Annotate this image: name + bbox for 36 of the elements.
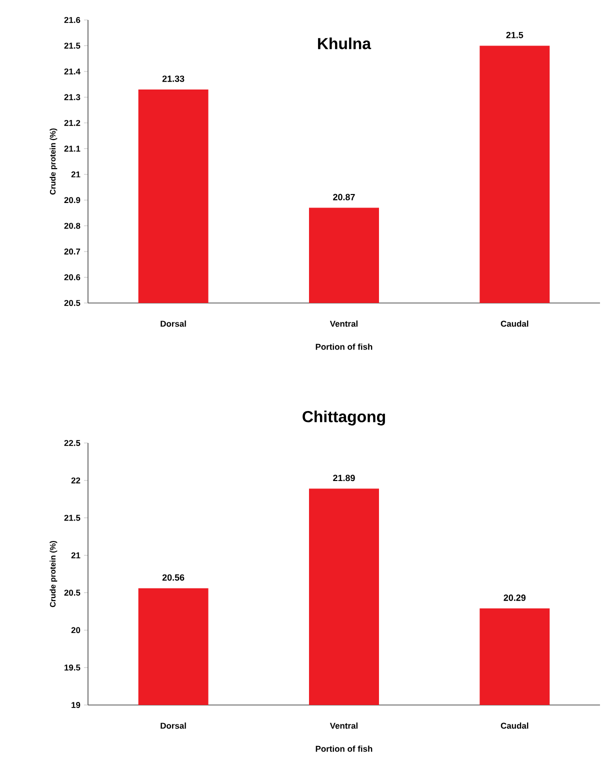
y-tick-label: 22	[71, 477, 80, 484]
data-label: 20.87	[333, 194, 355, 200]
data-label: 21.89	[333, 474, 355, 482]
y-tick-label: 22.5	[64, 440, 80, 446]
data-label: 21.5	[506, 32, 524, 38]
x-tick-label: Caudal	[500, 320, 528, 327]
y-tick-label: 21.3	[64, 94, 80, 100]
x-tick-label: Caudal	[500, 722, 528, 729]
y-tick-label: 21.6	[64, 17, 80, 23]
y-tick-label: 21.4	[64, 68, 80, 74]
x-tick-label: Dorsal	[160, 722, 186, 729]
chart-title: Chittagong	[302, 410, 385, 426]
x-tick-label: Ventral	[330, 320, 358, 327]
y-tick-label: 20.9	[64, 197, 80, 204]
y-tick-label: 20.7	[64, 248, 80, 255]
y-tick-label: 21.5	[64, 514, 80, 521]
y-tick-label: 20.8	[64, 222, 80, 229]
y-tick-label: 21.5	[64, 42, 80, 49]
y-tick-label: 20.5	[64, 590, 80, 596]
y-tick-label: 21.1	[64, 146, 80, 152]
y-tick-label: 20	[71, 627, 80, 634]
y-tick-label: 21	[71, 552, 80, 558]
data-label: 20.29	[504, 594, 526, 601]
y-tick-label: 20.5	[64, 300, 80, 306]
x-axis-title: Portion of fish	[316, 746, 372, 752]
y-tick-label: 20.6	[64, 274, 80, 280]
y-tick-label: 19	[72, 702, 80, 708]
data-label: 21.33	[162, 76, 184, 82]
y-tick-label: 21.2	[64, 120, 80, 126]
x-tick-label: Ventral	[330, 722, 358, 729]
data-label: 20.56	[162, 574, 184, 581]
text: Khulna	[318, 38, 372, 50]
x-axis-title: Portion of fish	[316, 344, 372, 350]
x-tick-label: Dorsal	[160, 320, 186, 327]
y-tick-label: 19.5	[64, 664, 80, 671]
y-tick-label: 21	[71, 171, 80, 178]
